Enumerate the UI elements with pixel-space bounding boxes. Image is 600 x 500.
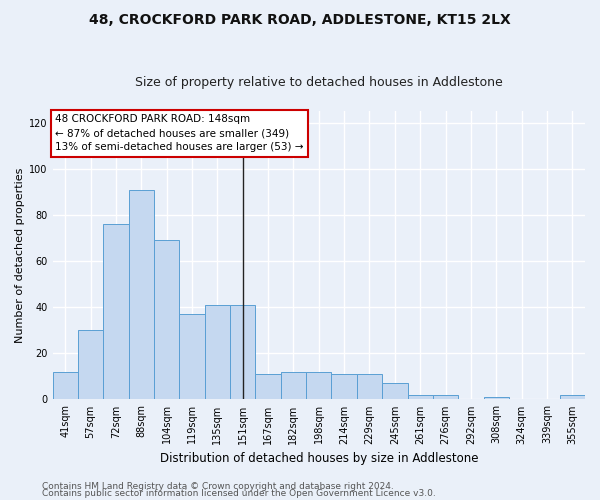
Bar bbox=[78, 330, 103, 400]
Bar bbox=[230, 305, 256, 400]
Bar bbox=[281, 372, 306, 400]
Bar bbox=[154, 240, 179, 400]
Text: 48, CROCKFORD PARK ROAD, ADDLESTONE, KT15 2LX: 48, CROCKFORD PARK ROAD, ADDLESTONE, KT1… bbox=[89, 12, 511, 26]
Text: 48 CROCKFORD PARK ROAD: 148sqm
← 87% of detached houses are smaller (349)
13% of: 48 CROCKFORD PARK ROAD: 148sqm ← 87% of … bbox=[55, 114, 304, 152]
Bar bbox=[179, 314, 205, 400]
Bar bbox=[433, 395, 458, 400]
Bar bbox=[103, 224, 128, 400]
Bar bbox=[205, 305, 230, 400]
Title: Size of property relative to detached houses in Addlestone: Size of property relative to detached ho… bbox=[135, 76, 503, 90]
Bar bbox=[407, 395, 433, 400]
Bar bbox=[331, 374, 357, 400]
Bar bbox=[53, 372, 78, 400]
Bar bbox=[128, 190, 154, 400]
Text: Contains HM Land Registry data © Crown copyright and database right 2024.: Contains HM Land Registry data © Crown c… bbox=[42, 482, 394, 491]
X-axis label: Distribution of detached houses by size in Addlestone: Distribution of detached houses by size … bbox=[160, 452, 478, 465]
Bar bbox=[484, 397, 509, 400]
Text: Contains public sector information licensed under the Open Government Licence v3: Contains public sector information licen… bbox=[42, 490, 436, 498]
Bar bbox=[560, 395, 585, 400]
Bar bbox=[306, 372, 331, 400]
Y-axis label: Number of detached properties: Number of detached properties bbox=[15, 168, 25, 343]
Bar bbox=[256, 374, 281, 400]
Bar bbox=[357, 374, 382, 400]
Bar bbox=[382, 384, 407, 400]
